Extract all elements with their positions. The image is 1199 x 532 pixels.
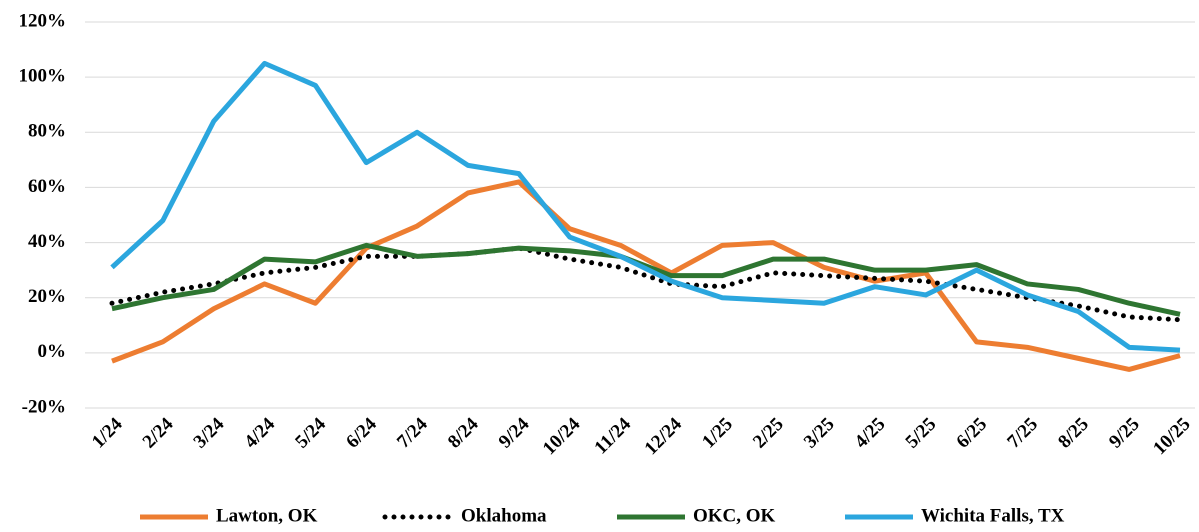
x-tick-label: 2/25 [749, 414, 788, 453]
x-tick-label: 8/25 [1054, 414, 1093, 453]
series-line [111, 179, 1181, 372]
x-tick-label: 6/25 [952, 414, 991, 453]
y-tick-label: 80% [28, 121, 66, 142]
x-tick-label: 3/25 [800, 414, 839, 453]
x-tick-label: 9/24 [495, 413, 534, 452]
legend-label: Lawton, OK [216, 505, 318, 526]
x-tick-label: 7/24 [393, 413, 432, 452]
x-tick-label: 5/25 [902, 414, 941, 453]
x-tick-label: 8/24 [444, 413, 483, 452]
legend-label: OKC, OK [693, 505, 776, 526]
x-tick-label: 10/25 [1149, 414, 1194, 459]
y-tick-label: 60% [28, 176, 66, 197]
x-tick-label: 2/24 [139, 413, 178, 452]
x-tick-label: 4/24 [240, 413, 279, 452]
y-tick-label: 100% [19, 66, 67, 87]
y-tick-label: 20% [28, 286, 66, 307]
x-tick-label: 1/24 [88, 413, 127, 452]
y-tick-label: 120% [19, 10, 67, 31]
x-tick-label: 9/25 [1105, 414, 1144, 453]
x-tick-label: 7/25 [1003, 414, 1042, 453]
legend-label: Oklahoma [461, 505, 547, 526]
x-tick-label: 5/24 [291, 413, 330, 452]
y-tick-label: -20% [22, 396, 66, 417]
x-tick-label: 3/24 [190, 413, 229, 452]
series-line [109, 245, 1183, 323]
x-tick-label: 6/24 [342, 413, 381, 452]
x-tick-label: 10/24 [539, 413, 585, 459]
series-line [111, 242, 1181, 317]
x-tick-label: 4/25 [851, 414, 890, 453]
x-tick-label: 11/24 [590, 413, 635, 458]
x-tick-label: 12/24 [641, 413, 687, 459]
y-tick-label: 0% [38, 341, 67, 362]
series-line [110, 60, 1181, 353]
legend-label: Wichita Falls, TX [921, 505, 1065, 526]
x-tick-label: 1/25 [698, 414, 737, 453]
y-tick-label: 40% [28, 231, 66, 252]
